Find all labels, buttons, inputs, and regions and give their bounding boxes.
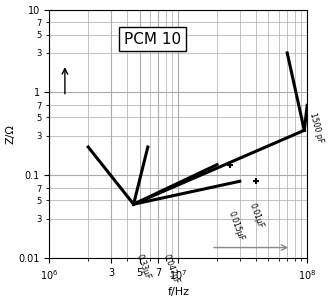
Y-axis label: Z/Ω: Z/Ω: [6, 124, 16, 144]
Text: 0.33µF: 0.33µF: [134, 253, 151, 281]
X-axis label: f/Hz: f/Hz: [167, 288, 189, 298]
Text: 0.015µF: 0.015µF: [226, 210, 246, 242]
Text: PCM 10: PCM 10: [124, 32, 181, 47]
Text: 1500 pF: 1500 pF: [308, 111, 324, 144]
Text: 0.01µF: 0.01µF: [247, 202, 265, 229]
Text: 0.047µF: 0.047µF: [162, 253, 181, 286]
